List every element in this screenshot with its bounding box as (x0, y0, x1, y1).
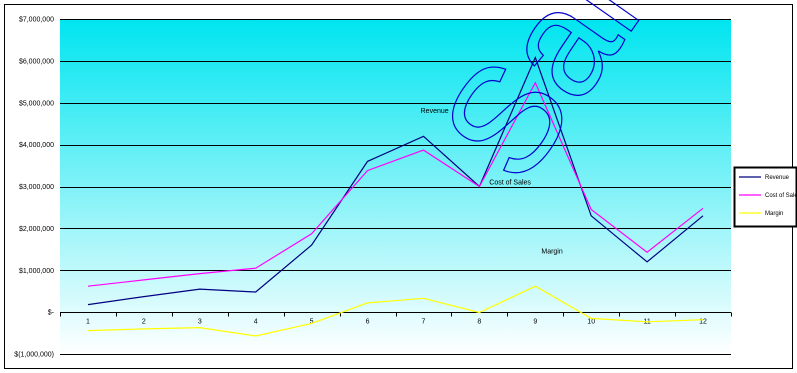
series-line-cost-of-sales (87, 81, 704, 287)
x-axis (60, 312, 732, 317)
annotation-label: Revenue (421, 108, 449, 115)
annotation-label: Cost of Sales (489, 179, 531, 186)
x-tick-label: 9 (533, 319, 537, 326)
annotation-label: Margin (541, 249, 563, 256)
y-tick-label: $2,000,000 (19, 226, 54, 233)
y-tick-label: $7,000,000 (19, 17, 54, 24)
x-tick-label: 8 (477, 319, 481, 326)
x-tick-label: 1 (86, 319, 90, 326)
x-tick-label: 2 (142, 319, 146, 326)
y-tick-label: $- (48, 310, 55, 317)
plot-area (60, 19, 731, 354)
x-tick-label: 10 (587, 319, 595, 326)
x-tick-label: 7 (422, 319, 426, 326)
y-tick-label: $4,000,000 (19, 142, 54, 149)
x-tick-label: 5 (310, 319, 314, 326)
gridlines (60, 19, 731, 355)
legend-label: Revenue (765, 175, 790, 181)
y-tick-label: $5,000,000 (19, 100, 54, 107)
legend-label: Margin (765, 211, 783, 217)
legend-label: Cost of Sales (765, 193, 797, 199)
legend[interactable]: Revenue Cost of Sales Margin (733, 166, 797, 228)
y-tick-label: $6,000,000 (19, 58, 54, 65)
series-lines (87, 55, 704, 337)
x-tick-label: 3 (198, 319, 202, 326)
annotations: Revenue Cost of Sales Margin (421, 108, 563, 255)
series-line-revenue (87, 55, 704, 306)
y-tick-label: $1,000,000 (19, 268, 54, 275)
x-tick-label: 12 (699, 319, 707, 326)
series-line-margin (87, 285, 704, 337)
y-tick-label: $(1,000,000) (14, 352, 54, 359)
x-tick-label: 6 (366, 319, 370, 326)
y-tick-label: $3,000,000 (19, 184, 54, 191)
x-tick-label: 4 (254, 319, 258, 326)
y-axis-tick-labels: $7,000,000 $6,000,000 $5,000,000 $4,000,000… (14, 17, 54, 359)
